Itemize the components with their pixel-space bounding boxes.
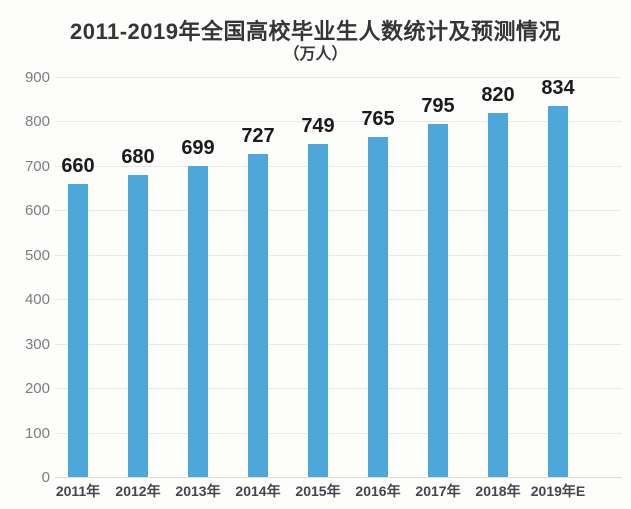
y-axis-tick-label: 300	[24, 335, 50, 353]
x-axis-tick-label: 2014年	[235, 483, 281, 499]
x-axis-tick-label: 2017年	[415, 483, 461, 499]
y-axis-tick-label: 700	[24, 157, 50, 175]
bar-value-label: 699	[181, 137, 215, 160]
x-axis-tick-label: 2019年E	[530, 483, 586, 499]
x-axis-tick-label: 2015年	[295, 483, 341, 499]
x-axis-tick-label: 2011年	[55, 483, 101, 499]
bar	[488, 112, 508, 477]
gridline	[55, 77, 622, 78]
gridline	[55, 432, 622, 434]
gridline	[55, 165, 622, 167]
bar	[428, 123, 448, 477]
bar-value-label: 680	[121, 145, 155, 168]
bar-value-label: 795	[421, 94, 455, 117]
bar	[368, 137, 388, 477]
gridline	[55, 477, 622, 478]
x-axis-tick-label: 2018年	[475, 483, 521, 499]
bar	[68, 183, 88, 477]
bar-value-label: 834	[541, 77, 575, 100]
bar-value-label: 660	[61, 154, 95, 177]
x-axis-tick-label: 2016年	[355, 483, 401, 499]
gridline	[55, 343, 622, 345]
gridline	[55, 388, 622, 390]
bar	[188, 166, 208, 477]
y-axis-tick-label: 200	[24, 380, 50, 398]
bar	[248, 153, 268, 477]
bar-value-label: 765	[361, 108, 395, 130]
chart-title: 2011-2019年全国高校毕业生人数统计及预测情况	[70, 19, 561, 44]
bar-value-label: 727	[241, 124, 275, 147]
y-axis-tick-label: 0	[41, 469, 50, 486]
y-axis-tick-label: 100	[24, 424, 50, 442]
gridline	[55, 299, 622, 301]
bar-value-label: 820	[481, 83, 515, 106]
bar-value-label: 749	[301, 115, 335, 138]
x-axis-tick-label: 2012年	[115, 483, 161, 499]
bar	[128, 174, 148, 477]
bar	[308, 144, 328, 477]
y-axis-tick-label: 600	[24, 202, 50, 220]
y-axis-tick-label: 400	[24, 291, 50, 309]
bar	[548, 106, 568, 477]
gridline	[55, 254, 622, 256]
y-axis-tick-label: 500	[24, 246, 50, 264]
gridline	[55, 210, 622, 212]
gridline	[55, 121, 622, 123]
chart-subtitle: （万人）	[283, 46, 348, 63]
y-axis-tick-label: 800	[24, 113, 50, 131]
y-axis-tick-label: 900	[24, 69, 50, 86]
x-axis-tick-label: 2013年	[175, 483, 221, 499]
